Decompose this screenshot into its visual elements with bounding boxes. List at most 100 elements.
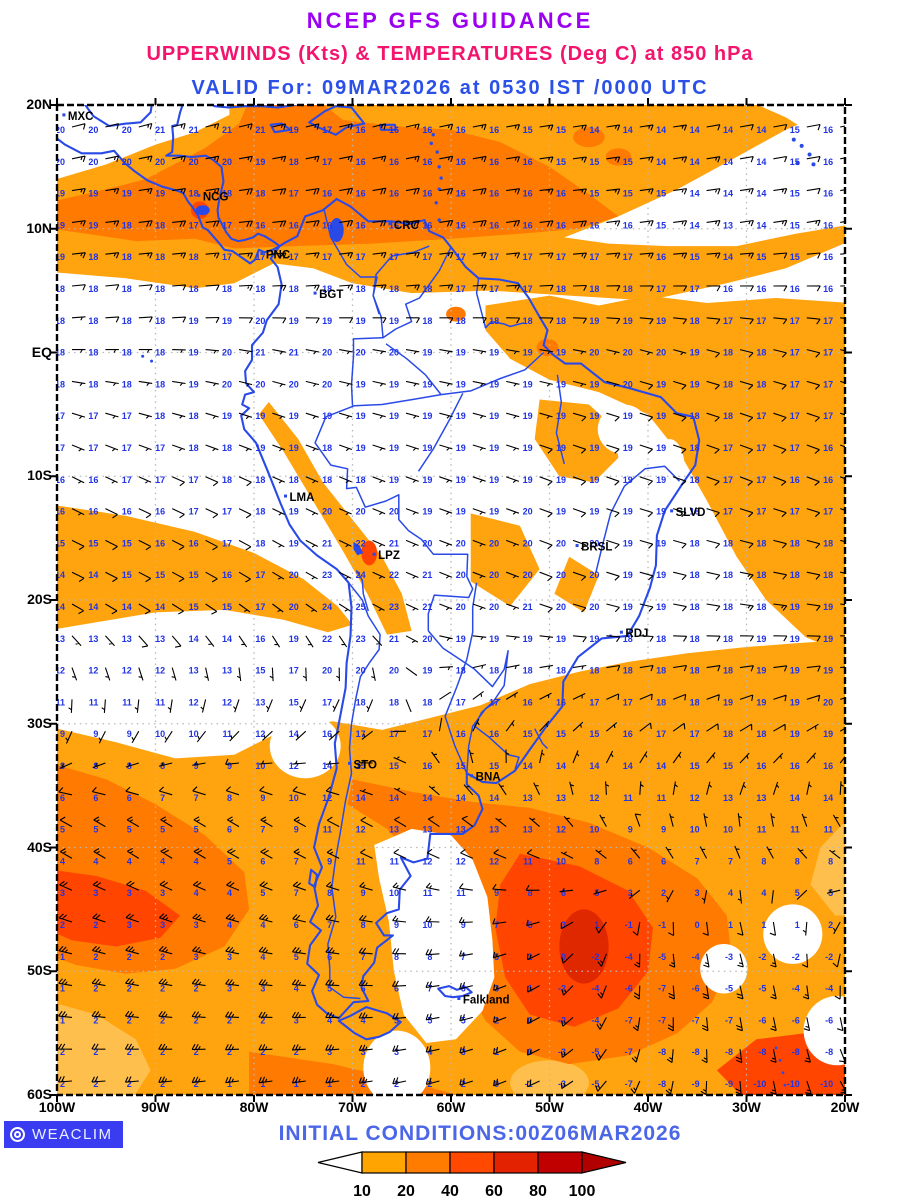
temp-value: 16 xyxy=(790,284,800,294)
temp-value: 6 xyxy=(127,793,132,803)
temp-value: -5 xyxy=(591,1079,599,1089)
temp-value: 20 xyxy=(222,348,232,358)
temp-value: 10 xyxy=(556,856,566,866)
temp-value: 5 xyxy=(795,888,800,898)
temp-value: 1 xyxy=(60,952,65,962)
temp-value: 9 xyxy=(227,761,232,771)
temp-value: 18 xyxy=(356,284,366,294)
temp-value: 18 xyxy=(155,220,165,230)
temp-value: 9 xyxy=(327,856,332,866)
temp-value: 16 xyxy=(389,157,399,167)
temp-value: 18 xyxy=(756,729,766,739)
temp-value: 4 xyxy=(427,1047,432,1057)
temp-value: 18 xyxy=(422,316,432,326)
temp-value: 14 xyxy=(88,570,98,580)
temp-value: 14 xyxy=(55,602,65,612)
temp-value: 20 xyxy=(222,157,232,167)
temp-value: 7 xyxy=(160,793,165,803)
colorbar-segment xyxy=(405,1151,451,1174)
temp-value: 17 xyxy=(356,729,366,739)
temp-value: -8 xyxy=(658,1047,666,1057)
temp-value: 7 xyxy=(194,793,199,803)
temp-value: 17 xyxy=(422,252,432,262)
temp-value: 18 xyxy=(389,697,399,707)
temp-value: 18 xyxy=(690,602,700,612)
temp-value: 17 xyxy=(122,475,132,485)
temp-value: 18 xyxy=(589,284,599,294)
temp-value: 3 xyxy=(628,888,633,898)
temp-value: 12 xyxy=(356,825,366,835)
temp-value: 17 xyxy=(422,729,432,739)
temp-value: 0 xyxy=(695,920,700,930)
temp-value: 14 xyxy=(155,602,165,612)
temp-value: 20 xyxy=(589,602,599,612)
temp-value: 16 xyxy=(55,507,65,517)
temp-value: 2 xyxy=(127,1047,132,1057)
temp-value: 19 xyxy=(289,316,299,326)
lat-tick-label: 10S xyxy=(27,467,52,484)
lon-tick-label: 30W xyxy=(732,1099,761,1115)
temp-value: 17 xyxy=(823,411,833,421)
temp-value: 16 xyxy=(55,475,65,485)
temp-value: 16 xyxy=(389,189,399,199)
temp-value: 15 xyxy=(556,157,566,167)
initial-conditions-label: INITIAL CONDITIONS:00Z06MAR2026 xyxy=(278,1122,682,1145)
city-marker xyxy=(372,552,376,556)
temp-value: 16 xyxy=(623,729,633,739)
temp-value: 7 xyxy=(260,825,265,835)
temp-value: 20 xyxy=(356,666,366,676)
temp-value: 20 xyxy=(623,348,633,358)
temp-value: 7 xyxy=(327,920,332,930)
temp-value: 18 xyxy=(523,666,533,676)
temp-value: 12 xyxy=(88,666,98,676)
temp-value: 15 xyxy=(690,761,700,771)
temp-value: 16 xyxy=(422,125,432,135)
temp-value: 22 xyxy=(322,634,332,644)
temp-value: 18 xyxy=(723,729,733,739)
temp-value: 18 xyxy=(155,411,165,421)
temp-value: 5 xyxy=(127,825,132,835)
temp-value: -5 xyxy=(658,952,666,962)
temp-value: 19 xyxy=(623,316,633,326)
temp-value: 16 xyxy=(823,443,833,453)
temp-value: 17 xyxy=(790,411,800,421)
temp-value: 20 xyxy=(322,348,332,358)
temp-value: 0 xyxy=(561,952,566,962)
temp-value: 16 xyxy=(255,634,265,644)
temp-value: -9 xyxy=(725,1079,733,1089)
temp-value: 12 xyxy=(155,666,165,676)
temp-value: 19 xyxy=(255,443,265,453)
temp-value: 15 xyxy=(656,220,666,230)
temp-value: 16 xyxy=(422,761,432,771)
temp-value: 16 xyxy=(456,729,466,739)
temp-value: 2 xyxy=(60,1047,65,1057)
temp-value: 5 xyxy=(260,888,265,898)
temp-value: 18 xyxy=(756,348,766,358)
temp-value: 20 xyxy=(122,157,132,167)
colorbar-tick-label: 40 xyxy=(441,1183,459,1200)
temp-value: 17 xyxy=(88,411,98,421)
temp-value: 16 xyxy=(823,284,833,294)
temp-value: 14 xyxy=(723,252,733,262)
temp-value: 16 xyxy=(389,125,399,135)
temp-value: 8 xyxy=(828,856,833,866)
temp-value: 14 xyxy=(289,729,299,739)
temp-value: 16 xyxy=(823,761,833,771)
temp-value: 18 xyxy=(723,602,733,612)
temp-value: 10 xyxy=(155,729,165,739)
temp-value: 18 xyxy=(255,475,265,485)
temp-value: 22 xyxy=(389,570,399,580)
temp-value: 18 xyxy=(690,443,700,453)
temp-value: 20 xyxy=(88,157,98,167)
temp-value: 2 xyxy=(194,1047,199,1057)
temp-value: -8 xyxy=(658,1079,666,1089)
city-marker xyxy=(575,544,579,548)
temp-value: 15 xyxy=(289,697,299,707)
temp-value: -7 xyxy=(625,1079,633,1089)
temp-value: 17 xyxy=(189,220,199,230)
temp-value: 20 xyxy=(456,538,466,548)
temp-value: 17 xyxy=(790,348,800,358)
temp-value: 20 xyxy=(289,379,299,389)
temp-value: 7 xyxy=(361,952,366,962)
temp-value: 13 xyxy=(556,793,566,803)
